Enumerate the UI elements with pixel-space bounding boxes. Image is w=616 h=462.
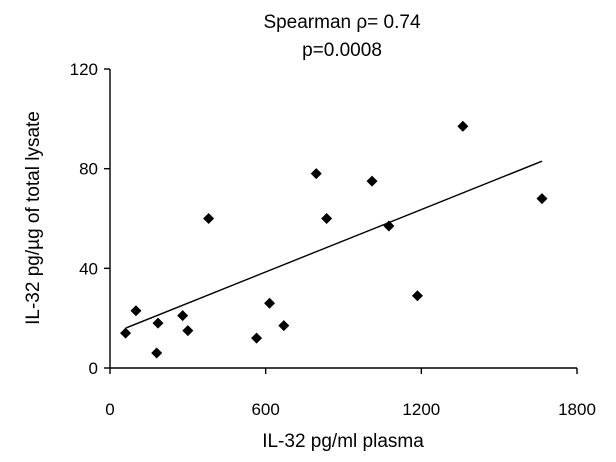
data-point [321, 213, 333, 224]
x-tick-label: 1200 [402, 400, 440, 419]
trendline-group [125, 160, 543, 329]
x-tick-label: 1800 [558, 400, 596, 419]
data-point [310, 168, 322, 180]
data-point [130, 305, 142, 317]
data-point [151, 347, 163, 359]
trendline [125, 160, 543, 329]
data-point [411, 290, 423, 302]
data-point [536, 193, 548, 205]
data-point [203, 213, 215, 224]
data-point [152, 317, 164, 329]
data-point [278, 320, 290, 332]
y-tick-label: 0 [89, 359, 98, 378]
y-tick-label: 40 [79, 259, 98, 278]
y-tick-label: 80 [79, 160, 98, 179]
y-axis-label: IL-32 pg/µg of total lysate [23, 111, 44, 325]
data-point [366, 175, 378, 187]
chart-title: Spearman ρ= 0.74 [263, 12, 421, 33]
x-axis-ticks: 0 600 1200 1800 [105, 368, 596, 419]
y-axis-ticks: 0 40 80 120 [70, 60, 110, 378]
x-axis-label: IL-32 pg/ml plasma [262, 431, 424, 452]
data-point [457, 120, 469, 132]
y-tick-label: 120 [70, 60, 98, 79]
data-point [182, 325, 194, 337]
x-tick-label: 600 [251, 400, 279, 419]
data-point [120, 327, 132, 339]
x-tick-label: 0 [105, 400, 114, 419]
axes [109, 69, 577, 369]
data-point [264, 297, 276, 309]
data-point [251, 332, 263, 344]
data-points [120, 120, 548, 359]
chart-subtitle: p=0.0008 [302, 40, 382, 61]
data-point [383, 220, 395, 232]
data-point [177, 310, 189, 322]
